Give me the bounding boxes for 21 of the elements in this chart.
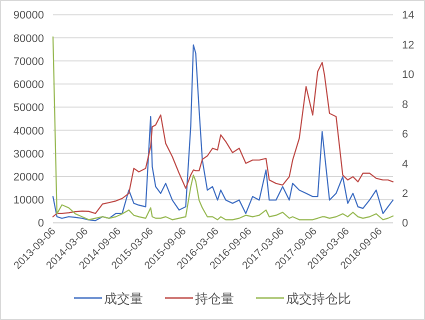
- y2-tick-label: 14: [402, 10, 414, 22]
- y-tick-label: 90000: [13, 10, 44, 22]
- legend-label: 成交量: [104, 291, 143, 306]
- y2-tick-label: 4: [402, 158, 408, 170]
- y2-tick-label: 2: [402, 188, 408, 200]
- y2-tick-label: 0: [402, 218, 408, 230]
- y-tick-label: 50000: [13, 102, 44, 114]
- y-tick-label: 20000: [13, 171, 44, 184]
- y2-tick-label: 10: [402, 69, 414, 82]
- legend-label: 成交持仓比: [286, 291, 351, 306]
- y-tick-label: 70000: [13, 56, 44, 68]
- y-tick-label: 0: [38, 218, 44, 230]
- y2-tick-label: 12: [402, 39, 414, 52]
- legend-label: 持仓量: [195, 291, 234, 306]
- y-tick-label: 60000: [13, 79, 44, 92]
- y2-tick-label: 8: [402, 98, 408, 111]
- y-tick-label: 80000: [13, 32, 44, 45]
- y-tick-label: 10000: [13, 194, 44, 207]
- y-tick-label: 40000: [13, 125, 44, 138]
- y-tick-label: 30000: [13, 148, 44, 160]
- y2-tick-label: 6: [402, 128, 408, 141]
